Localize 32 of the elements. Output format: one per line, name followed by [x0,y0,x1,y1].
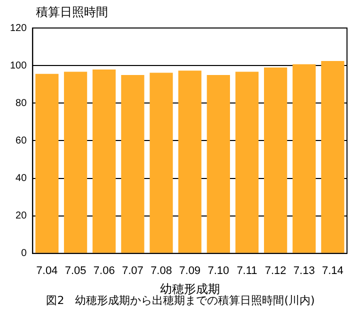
bar [35,74,59,253]
y-tick-label: 0 [21,248,28,260]
y-axis-title: 積算日照時間 [36,4,108,21]
x-tick-label: 7.07 [122,265,144,278]
x-tick-label: 7.14 [322,265,344,278]
x-tick-label: 7.05 [64,265,86,278]
bar [178,70,202,253]
y-tick-label: 60 [16,135,28,146]
y-tick-label: 20 [16,210,28,222]
x-axis-title: 幼穂形成期 [160,282,220,296]
x-tick-label: 7.11 [236,265,258,278]
y-tick-label: 80 [16,98,28,109]
caption: 図2 幼穂形成期から出穂期までの積算日照時間(川内) [45,294,316,308]
bar [321,61,344,253]
bar [292,64,316,253]
y-tick-label: 100 [10,60,28,72]
x-tick-label: 7.12 [264,265,286,278]
bar [150,72,173,253]
x-tick-label: 7.13 [293,265,315,278]
y-tick-label: 40 [16,173,28,184]
bar [264,67,288,253]
bar [92,70,116,253]
x-tick-label: 7.08 [150,265,172,278]
x-tick-label: 7.09 [179,265,201,278]
bar [121,74,144,253]
bar [235,72,259,253]
bar [206,74,230,253]
x-tick-label: 7.10 [208,265,230,278]
bar [64,72,88,253]
x-tick-label: 7.06 [93,265,115,278]
x-tick-label: 7.04 [36,265,58,278]
y-tick-label: 120 [10,22,28,34]
